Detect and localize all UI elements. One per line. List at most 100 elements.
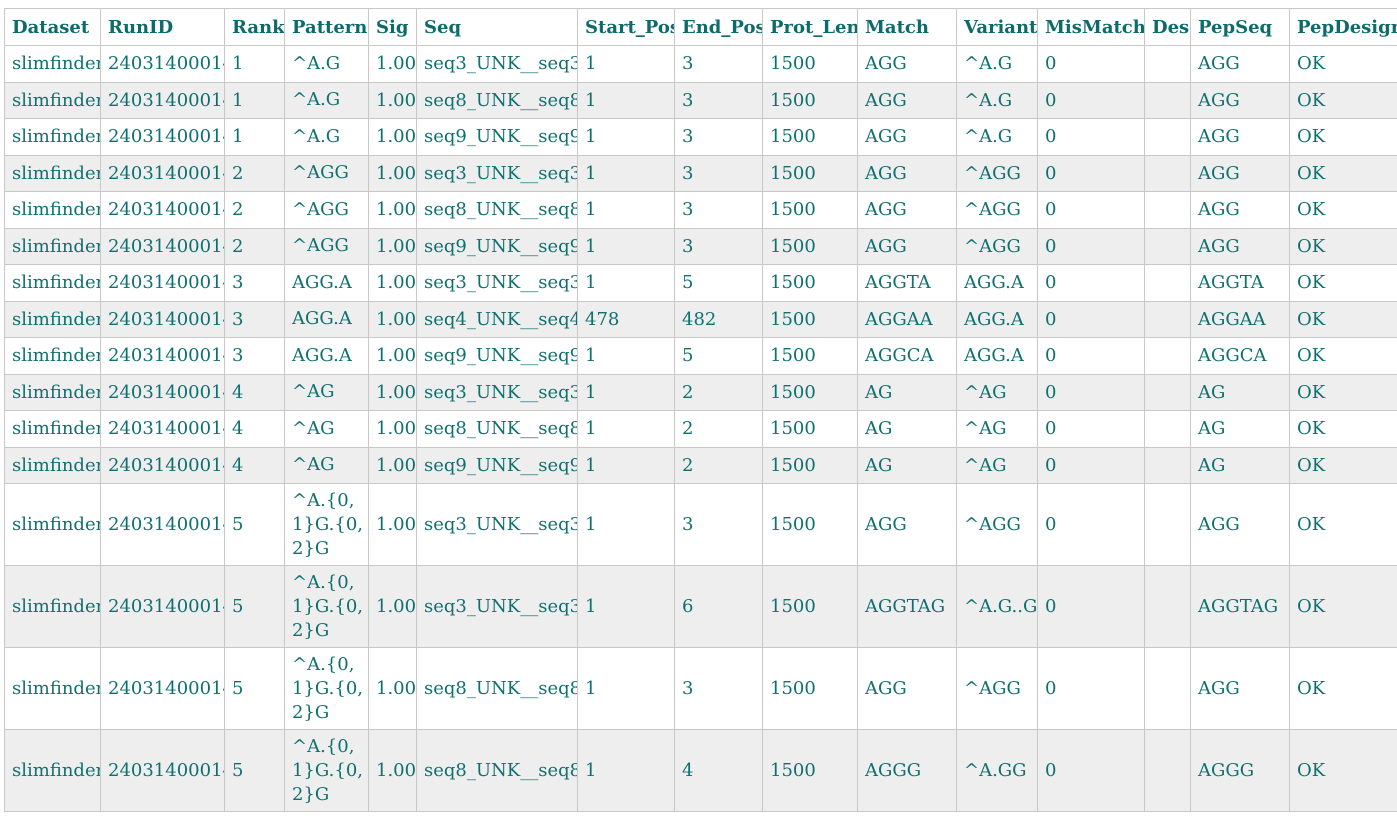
cell-desc xyxy=(1145,46,1191,83)
cell-mismatch: 0 xyxy=(1038,82,1145,119)
cell-rank: 5 xyxy=(225,730,285,812)
cell-dataset: slimfinder xyxy=(5,155,101,192)
cell-match: AGGTA xyxy=(858,265,957,302)
header-seq[interactable]: Seq xyxy=(417,9,578,46)
cell-prot-len: 1500 xyxy=(763,411,858,448)
cell-sig: 1.00 xyxy=(369,301,417,338)
cell-pattern: ^A.G xyxy=(285,82,369,119)
cell-runid: 24031400014 xyxy=(101,374,225,411)
header-sig[interactable]: Sig xyxy=(369,9,417,46)
cell-match: AGG xyxy=(858,155,957,192)
cell-prot-len: 1500 xyxy=(763,484,858,566)
header-match[interactable]: Match xyxy=(858,9,957,46)
cell-desc xyxy=(1145,192,1191,229)
cell-match: AGG xyxy=(858,648,957,730)
cell-variant: AGG.A xyxy=(957,301,1038,338)
header-pattern[interactable]: Pattern xyxy=(285,9,369,46)
cell-end-pos: 5 xyxy=(675,265,763,302)
cell-runid: 24031400014 xyxy=(101,46,225,83)
cell-pepseq: AGGTA xyxy=(1191,265,1290,302)
cell-pattern: ^A.{0,1}G.{0,2}G xyxy=(285,730,369,812)
cell-end-pos: 3 xyxy=(675,648,763,730)
cell-start-pos: 1 xyxy=(578,447,675,484)
cell-dataset: slimfinder xyxy=(5,730,101,812)
table-row: slimfinder 24031400014 2 ^AGG 1.00 seq9_… xyxy=(5,228,1397,265)
cell-mismatch: 0 xyxy=(1038,155,1145,192)
cell-sig: 1.00 xyxy=(369,155,417,192)
cell-pepseq: AGG xyxy=(1191,119,1290,156)
cell-pepdesign: OK xyxy=(1290,192,1397,229)
cell-pattern: ^AG xyxy=(285,411,369,448)
cell-start-pos: 1 xyxy=(578,566,675,648)
cell-sig: 1.00 xyxy=(369,192,417,229)
cell-desc xyxy=(1145,374,1191,411)
header-pepdesign[interactable]: PepDesign xyxy=(1290,9,1397,46)
cell-variant: ^AG xyxy=(957,411,1038,448)
table-row: slimfinder 24031400014 5 ^A.{0,1}G.{0,2}… xyxy=(5,648,1397,730)
table-row: slimfinder 24031400014 5 ^A.{0,1}G.{0,2}… xyxy=(5,730,1397,812)
cell-variant: ^AGG xyxy=(957,228,1038,265)
cell-seq: seq3_UNK__seq3 xyxy=(417,566,578,648)
cell-mismatch: 0 xyxy=(1038,119,1145,156)
cell-variant: ^A.G xyxy=(957,82,1038,119)
cell-end-pos: 6 xyxy=(675,566,763,648)
cell-match: AGGG xyxy=(858,730,957,812)
cell-seq: seq8_UNK__seq8 xyxy=(417,192,578,229)
cell-rank: 3 xyxy=(225,301,285,338)
cell-mismatch: 0 xyxy=(1038,338,1145,375)
cell-start-pos: 1 xyxy=(578,484,675,566)
cell-variant: ^AG xyxy=(957,447,1038,484)
cell-end-pos: 482 xyxy=(675,301,763,338)
cell-start-pos: 1 xyxy=(578,228,675,265)
cell-sig: 1.00 xyxy=(369,447,417,484)
cell-start-pos: 1 xyxy=(578,730,675,812)
header-rank[interactable]: Rank xyxy=(225,9,285,46)
cell-desc xyxy=(1145,411,1191,448)
cell-dataset: slimfinder xyxy=(5,338,101,375)
cell-seq: seq3_UNK__seq3 xyxy=(417,265,578,302)
cell-prot-len: 1500 xyxy=(763,155,858,192)
table-row: slimfinder 24031400014 1 ^A.G 1.00 seq8_… xyxy=(5,82,1397,119)
cell-prot-len: 1500 xyxy=(763,447,858,484)
cell-dataset: slimfinder xyxy=(5,82,101,119)
header-dataset[interactable]: Dataset xyxy=(5,9,101,46)
cell-runid: 24031400014 xyxy=(101,648,225,730)
cell-pepseq: AG xyxy=(1191,447,1290,484)
cell-dataset: slimfinder xyxy=(5,484,101,566)
cell-pepseq: AGG xyxy=(1191,46,1290,83)
cell-seq: seq3_UNK__seq3 xyxy=(417,374,578,411)
cell-rank: 2 xyxy=(225,228,285,265)
header-end-pos[interactable]: End_Pos xyxy=(675,9,763,46)
header-mismatch[interactable]: MisMatch xyxy=(1038,9,1145,46)
cell-rank: 4 xyxy=(225,447,285,484)
table-body: slimfinder 24031400014 1 ^A.G 1.00 seq3_… xyxy=(5,46,1397,812)
cell-rank: 4 xyxy=(225,374,285,411)
cell-sig: 1.00 xyxy=(369,82,417,119)
cell-mismatch: 0 xyxy=(1038,566,1145,648)
cell-sig: 1.00 xyxy=(369,338,417,375)
header-start-pos[interactable]: Start_Pos xyxy=(578,9,675,46)
cell-runid: 24031400014 xyxy=(101,265,225,302)
cell-variant: ^A.G xyxy=(957,119,1038,156)
cell-rank: 1 xyxy=(225,46,285,83)
header-pepseq[interactable]: PepSeq xyxy=(1191,9,1290,46)
cell-mismatch: 0 xyxy=(1038,228,1145,265)
cell-sig: 1.00 xyxy=(369,411,417,448)
cell-start-pos: 1 xyxy=(578,82,675,119)
cell-seq: seq8_UNK__seq8 xyxy=(417,411,578,448)
cell-prot-len: 1500 xyxy=(763,338,858,375)
table-row: slimfinder 24031400014 5 ^A.{0,1}G.{0,2}… xyxy=(5,484,1397,566)
cell-pepseq: AGG xyxy=(1191,82,1290,119)
cell-runid: 24031400014 xyxy=(101,484,225,566)
cell-mismatch: 0 xyxy=(1038,265,1145,302)
cell-prot-len: 1500 xyxy=(763,374,858,411)
header-variant[interactable]: Variant xyxy=(957,9,1038,46)
header-desc[interactable]: Desc xyxy=(1145,9,1191,46)
cell-start-pos: 1 xyxy=(578,192,675,229)
cell-desc xyxy=(1145,228,1191,265)
header-runid[interactable]: RunID xyxy=(101,9,225,46)
cell-variant: ^A.G..G xyxy=(957,566,1038,648)
cell-dataset: slimfinder xyxy=(5,265,101,302)
header-prot-len[interactable]: Prot_Len xyxy=(763,9,858,46)
cell-pattern: ^AG xyxy=(285,447,369,484)
